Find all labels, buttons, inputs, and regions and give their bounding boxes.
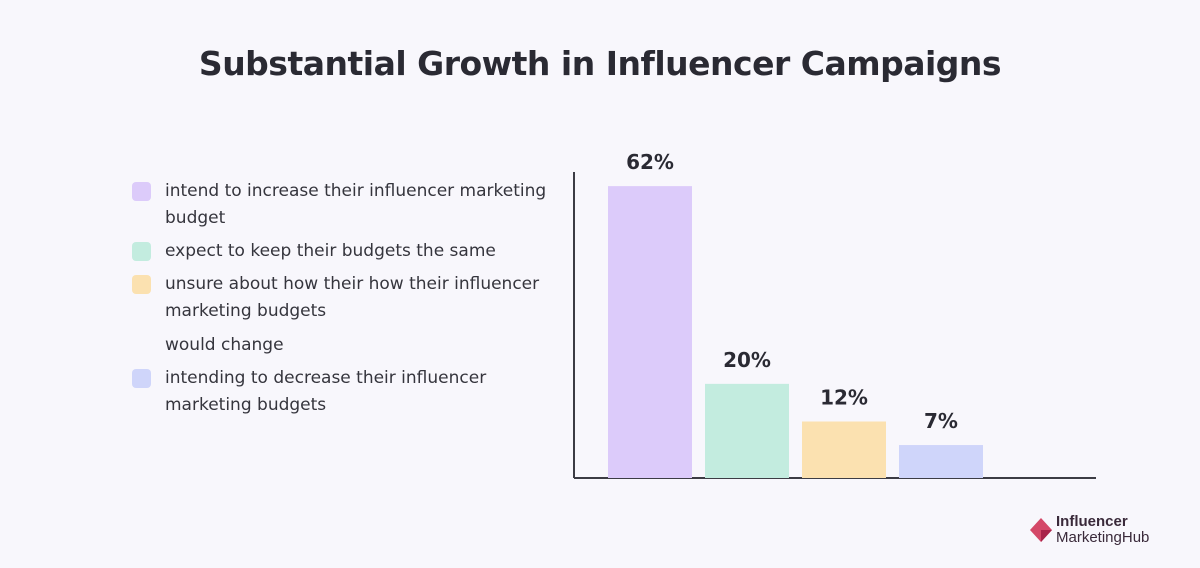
legend-swatch: [132, 275, 151, 294]
logo-line-1: Influencer: [1056, 513, 1128, 530]
bar-value-label: 20%: [723, 348, 771, 372]
bar: [705, 383, 789, 478]
influencer-marketinghub-logo-icon: [1030, 518, 1052, 542]
legend-label: expect to keep their budgets the same: [165, 241, 496, 261]
bar-value-label: 12%: [820, 386, 868, 410]
chart-title: Substantial Growth in Influencer Campaig…: [198, 44, 1002, 83]
bar-value-label: 7%: [924, 409, 958, 433]
logo-line-2: MarketingHub: [1056, 529, 1150, 546]
legend-label: intend to increase their influencer mark…: [165, 181, 547, 201]
legend-label: intending to decrease their influencer: [165, 368, 487, 388]
legend-label: marketing budgets: [165, 301, 327, 321]
legend-swatch: [132, 242, 151, 261]
legend-label: would change: [165, 335, 284, 355]
bar: [899, 445, 983, 478]
legend-item: intend to increase their influencer mark…: [132, 178, 552, 232]
chart-legend: intend to increase their influencer mark…: [132, 178, 552, 425]
bar: [802, 421, 886, 478]
bar: [608, 186, 692, 478]
legend-swatch: [132, 369, 151, 388]
legend-label: budget: [165, 208, 226, 228]
brand-logo: Influencer MarketingHub: [1028, 512, 1188, 552]
legend-swatch: [132, 182, 151, 201]
legend-label: unsure about how their how their influen…: [165, 274, 540, 294]
legend-item: expect to keep their budgets the same: [132, 238, 552, 265]
legend-item: unsure about how their how their influen…: [132, 271, 552, 359]
legend-label: marketing budgets: [165, 395, 327, 415]
legend-item: intending to decrease their influencer ma…: [132, 365, 552, 419]
bar-value-label: 62%: [626, 150, 674, 174]
